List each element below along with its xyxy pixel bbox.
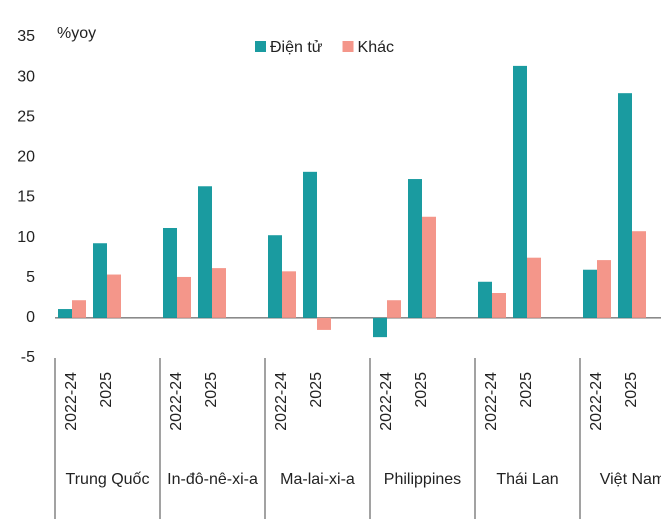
x-tick-label: 2022-24: [168, 372, 185, 431]
legend-label: Khác: [358, 39, 394, 56]
group-label: In-đô-nê-xi-a: [167, 471, 258, 488]
y-tick-label: 15: [17, 189, 35, 206]
x-tick-label: 2022-24: [588, 372, 605, 431]
x-tick-label: 2025: [203, 372, 220, 408]
group-label: Trung Quốc: [65, 471, 150, 488]
bar: [282, 271, 296, 318]
y-tick-label: 0: [26, 309, 35, 326]
bar: [408, 179, 422, 318]
bar: [303, 171, 317, 318]
bar: [317, 317, 331, 330]
bar: [422, 216, 436, 318]
x-tick-label: 2025: [623, 372, 640, 408]
bar: [212, 268, 226, 318]
y-tick-label: -5: [21, 349, 35, 366]
x-tick-label: 2022-24: [273, 372, 290, 431]
x-tick-label: 2025: [98, 372, 115, 408]
y-tick-label: 35: [17, 28, 35, 45]
x-tick-label: 2022-24: [378, 372, 395, 431]
bar: [618, 93, 632, 318]
y-tick-label: 30: [17, 68, 35, 85]
y-tick-label: 5: [26, 269, 35, 286]
y-tick-label: 10: [17, 229, 35, 246]
x-tick-label: 2022-24: [63, 372, 80, 431]
bar: [72, 300, 86, 318]
legend-swatch: [342, 41, 354, 52]
bar: [632, 231, 646, 318]
bar: [198, 186, 212, 318]
bar: [163, 227, 177, 318]
bar: [387, 300, 401, 318]
bar: [597, 260, 611, 318]
bar: [513, 65, 527, 318]
bar: [373, 317, 387, 338]
x-tick-label: 2025: [518, 372, 535, 408]
y-tick-label: 25: [17, 108, 35, 125]
bar: [93, 243, 107, 318]
bar: [268, 235, 282, 318]
legend-swatch: [255, 41, 266, 52]
group-label: Philippines: [383, 471, 462, 488]
bar: [107, 274, 121, 318]
unit-label: %yoy: [57, 25, 96, 42]
x-tick-label: 2022-24: [483, 372, 500, 431]
bar: [177, 276, 191, 318]
bar: [527, 257, 541, 318]
x-tick-label: 2025: [308, 372, 325, 408]
bar: [492, 292, 506, 318]
bar: [478, 281, 492, 318]
y-tick-label: 20: [17, 149, 35, 166]
group-label: Thái Lan: [496, 471, 559, 488]
legend-label: Điện tử: [270, 39, 323, 56]
x-tick-label: 2025: [413, 372, 430, 408]
group-label: Việt Nam: [599, 471, 661, 488]
bar: [583, 269, 597, 318]
group-label: Ma-lai-xi-a: [280, 471, 355, 488]
bar: [58, 309, 72, 318]
